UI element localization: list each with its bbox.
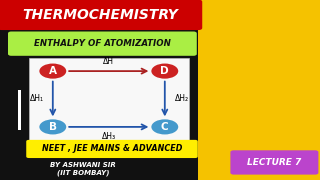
Text: ENTHALPY OF ATOMIZATION: ENTHALPY OF ATOMIZATION (34, 39, 171, 48)
Text: ΔH₃: ΔH₃ (102, 132, 116, 141)
Text: D: D (161, 66, 169, 76)
Text: LECTURE 7: LECTURE 7 (247, 158, 301, 167)
Text: A: A (49, 66, 57, 76)
FancyBboxPatch shape (230, 150, 318, 175)
Text: BY ASHWANI SIR: BY ASHWANI SIR (50, 162, 116, 168)
Bar (29, 58, 189, 140)
Text: NEET , JEE MAINS & ADVANCED: NEET , JEE MAINS & ADVANCED (42, 144, 182, 153)
Circle shape (39, 119, 66, 134)
Circle shape (151, 119, 178, 134)
Bar (198, 0, 320, 180)
Text: ΔH: ΔH (103, 57, 114, 66)
Text: (IIT BOMBAY): (IIT BOMBAY) (57, 170, 109, 176)
FancyBboxPatch shape (0, 0, 202, 30)
FancyBboxPatch shape (8, 31, 197, 56)
Bar (0, 0, 198, 180)
Text: ΔH₁: ΔH₁ (30, 94, 44, 103)
Text: B: B (49, 122, 57, 132)
FancyBboxPatch shape (26, 140, 198, 158)
Text: ΔH₂: ΔH₂ (175, 94, 189, 103)
Circle shape (151, 64, 178, 79)
Circle shape (39, 64, 66, 79)
Text: THERMOCHEMISTRY: THERMOCHEMISTRY (22, 8, 178, 22)
Text: C: C (161, 122, 169, 132)
Bar (18, 90, 21, 130)
